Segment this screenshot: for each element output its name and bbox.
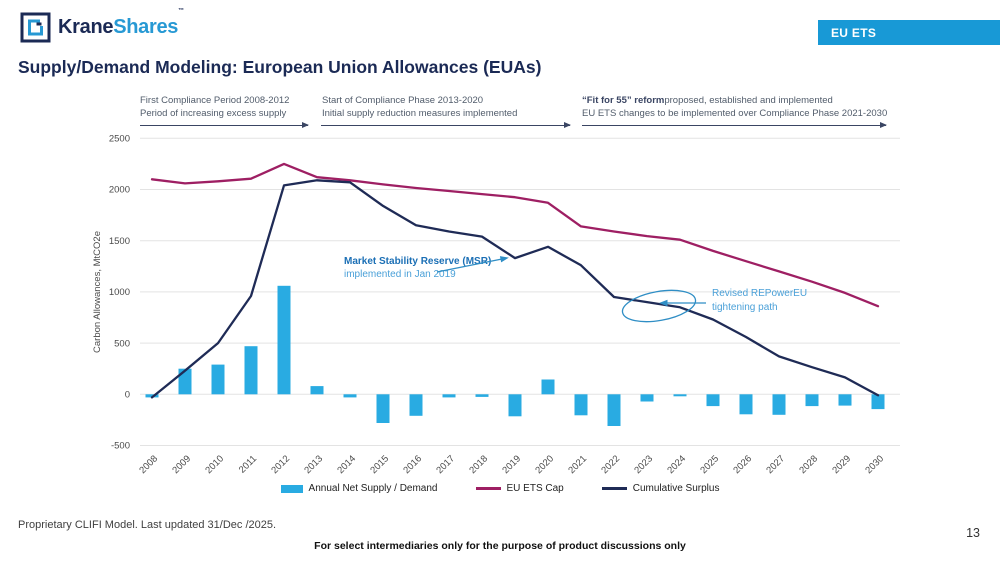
legend-line-swatch-surplus bbox=[601, 487, 627, 490]
x-tick-label: 2022 bbox=[599, 453, 622, 476]
bar-2025 bbox=[706, 394, 720, 407]
disclaimer: For select intermediaries only for the p… bbox=[314, 540, 686, 552]
x-tick-label: 2020 bbox=[533, 453, 556, 476]
x-tick-label: 2030 bbox=[863, 453, 886, 476]
bar-2027 bbox=[772, 394, 786, 415]
phase2-annotation: Start of Compliance Phase 2013-2020 Init… bbox=[322, 95, 518, 119]
msr-arrow bbox=[436, 258, 503, 273]
x-tick-label: 2012 bbox=[269, 453, 292, 476]
eu-ets-badge: EU ETS bbox=[818, 20, 1000, 45]
bar-2029 bbox=[838, 394, 852, 406]
x-tick-label: 2008 bbox=[137, 453, 160, 476]
y-tick-label: 2000 bbox=[109, 185, 130, 196]
x-tick-label: 2024 bbox=[665, 453, 688, 476]
repowereu-annotation-line2: tightening path bbox=[712, 302, 778, 313]
bar-2023 bbox=[640, 394, 654, 402]
bar-2011 bbox=[244, 346, 258, 395]
legend-item-eu-ets-cap: EU ETS Cap bbox=[475, 483, 564, 494]
x-tick-label: 2015 bbox=[368, 453, 391, 476]
phase3-annotation: “Fit for 55” reformproposed, established… bbox=[582, 95, 888, 119]
bar-2010 bbox=[211, 364, 225, 395]
legend-label: Annual Net Supply / Demand bbox=[308, 483, 438, 494]
phase1-annotation: First Compliance Period 2008-2012 Period… bbox=[140, 95, 290, 119]
x-tick-label: 2009 bbox=[170, 453, 193, 476]
x-tick-label: 2019 bbox=[500, 453, 523, 476]
x-tick-label: 2028 bbox=[797, 453, 820, 476]
phase1-arrow bbox=[140, 122, 309, 128]
phase2-arrow bbox=[321, 122, 571, 128]
x-tick-label: 2018 bbox=[467, 453, 490, 476]
page-number: 13 bbox=[966, 526, 980, 540]
repowereu-annotation-line1: Revised REPowerEU bbox=[712, 288, 807, 299]
source-note: Proprietary CLIFI Model. Last updated 31… bbox=[18, 519, 277, 531]
x-tick-label: 2013 bbox=[302, 453, 325, 476]
bar-2020 bbox=[541, 379, 555, 395]
y-tick-label: 500 bbox=[114, 338, 130, 349]
legend-bar-swatch bbox=[280, 484, 303, 493]
legend-item-annual-net-supply: Annual Net Supply / Demand bbox=[280, 483, 438, 494]
x-tick-label: 2021 bbox=[566, 453, 589, 476]
legend-label: Cumulative Surplus bbox=[632, 483, 720, 494]
x-tick-label: 2010 bbox=[203, 453, 226, 476]
bar-2030 bbox=[871, 394, 885, 410]
kraneshares-wordmark: KraneShares™ bbox=[58, 8, 184, 38]
x-tick-label: 2016 bbox=[401, 453, 424, 476]
eu-ets-cap-line bbox=[150, 162, 880, 308]
legend-label: EU ETS Cap bbox=[506, 483, 564, 494]
bar-2026 bbox=[739, 394, 753, 415]
bar-2012 bbox=[277, 285, 291, 395]
bar-2016 bbox=[409, 394, 423, 416]
bar-2019 bbox=[508, 394, 522, 417]
repowereu-arrowhead bbox=[659, 299, 668, 307]
y-tick-label: 1000 bbox=[109, 287, 130, 298]
x-tick-label: 2027 bbox=[764, 453, 787, 476]
y-tick-label: 2500 bbox=[109, 134, 130, 145]
chart-legend: Annual Net Supply / Demand EU ETS Cap Cu… bbox=[0, 483, 1000, 494]
kraneshares-logo-icon bbox=[20, 12, 51, 43]
y-tick-label: -500 bbox=[111, 441, 130, 452]
bar-2015 bbox=[376, 394, 390, 423]
bar-2022 bbox=[607, 394, 621, 426]
bar-2013 bbox=[310, 386, 324, 395]
y-axis-title: Carbon Allowances, MtCO2e bbox=[92, 231, 103, 353]
y-tick-label: 0 bbox=[125, 390, 130, 401]
bar-2017 bbox=[442, 394, 456, 398]
bar-2024 bbox=[673, 394, 687, 397]
x-tick-label: 2025 bbox=[698, 453, 721, 476]
msr-annotation-line1: Market Stability Reserve (MSR) bbox=[344, 256, 491, 267]
x-tick-label: 2029 bbox=[830, 453, 853, 476]
x-tick-label: 2014 bbox=[335, 453, 358, 476]
bar-2008 bbox=[145, 394, 159, 398]
msr-arrowhead bbox=[499, 256, 509, 263]
bar-2014 bbox=[343, 394, 357, 398]
kraneshares-logo: KraneShares™ bbox=[20, 8, 184, 43]
x-tick-label: 2011 bbox=[237, 453, 259, 475]
repowereu-ellipse bbox=[621, 289, 697, 323]
y-tick-label: 1500 bbox=[109, 236, 130, 247]
bar-2018 bbox=[475, 394, 489, 397]
cumulative-surplus-line bbox=[150, 179, 880, 399]
x-tick-label: 2017 bbox=[434, 453, 457, 476]
page-title: Supply/Demand Modeling: European Union A… bbox=[18, 57, 542, 77]
bar-2028 bbox=[805, 394, 819, 407]
bar-2021 bbox=[574, 394, 588, 416]
legend-item-cumulative-surplus: Cumulative Surplus bbox=[601, 483, 720, 494]
x-tick-label: 2023 bbox=[632, 453, 655, 476]
bar-2009 bbox=[178, 368, 192, 395]
x-tick-label: 2026 bbox=[731, 453, 754, 476]
msr-annotation-line2: implemented in Jan 2019 bbox=[344, 269, 456, 280]
phase3-arrow bbox=[582, 122, 887, 128]
legend-line-swatch-cap bbox=[475, 487, 501, 490]
